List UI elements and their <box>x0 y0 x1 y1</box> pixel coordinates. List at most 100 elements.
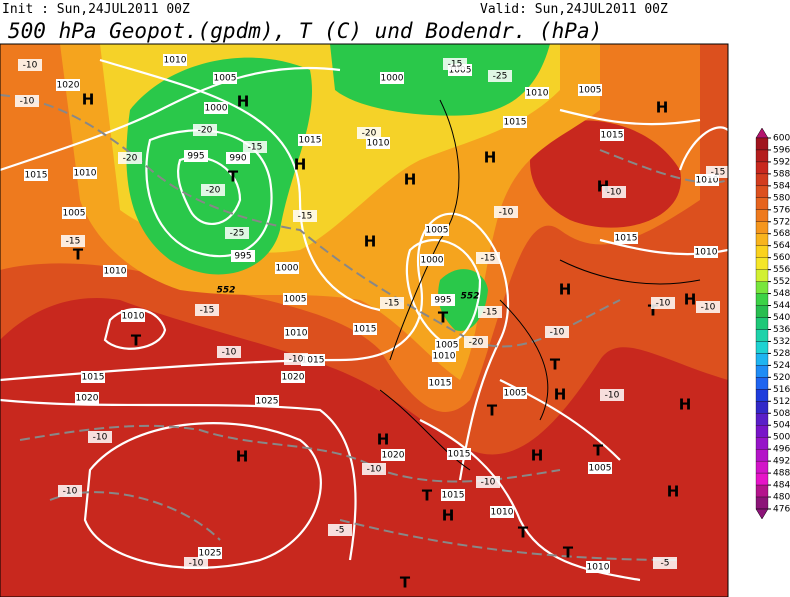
isobar-label-box <box>380 72 404 84</box>
isobar-label-box <box>503 116 527 128</box>
colorbar-label: 592 <box>773 157 790 167</box>
isobar-label-box <box>428 377 452 389</box>
colorbar-label: 556 <box>773 265 790 275</box>
isobar-label: 1005 <box>436 341 459 351</box>
colorbar-band <box>755 209 769 222</box>
temperature-label-box <box>494 206 518 218</box>
temperature-label-box <box>478 306 502 318</box>
colorbar-label: 496 <box>773 445 790 455</box>
isobar-label: 1015 <box>354 325 377 335</box>
isobar-label: 1005 <box>63 209 86 219</box>
colorbar-label: 536 <box>773 325 790 335</box>
colorbar-label: 576 <box>773 205 790 215</box>
colorbar-label: 560 <box>773 253 790 263</box>
isobar-label-box <box>281 371 305 383</box>
temperature-label: -10 <box>605 391 620 401</box>
isobar-label-box <box>353 323 377 335</box>
pressure-center: T <box>438 309 449 327</box>
isobar-label: 1005 <box>449 66 472 76</box>
colorbar-band <box>755 173 769 187</box>
colorbar-label: 552 <box>773 277 790 287</box>
temperature-label-box <box>61 235 85 247</box>
temperature-label: -10 <box>656 299 671 309</box>
colorbar-bottom-arrow <box>755 508 769 520</box>
temperature-label: -10 <box>222 348 237 358</box>
pressure-center: T <box>73 246 84 264</box>
isobar-label: 1015 <box>504 118 527 128</box>
isobar-label-box <box>24 169 48 181</box>
isobar-label: 1000 <box>421 256 444 266</box>
colorbar-band <box>755 401 769 414</box>
colorbar-top-arrow <box>755 127 769 139</box>
isobar-label: 1005 <box>426 226 449 236</box>
temperature-label: -10 <box>189 559 204 569</box>
temperature-label-box <box>201 184 225 196</box>
isobar-label: 1010 <box>696 176 719 186</box>
colorbar-band <box>755 293 769 306</box>
colorbar-band <box>755 389 769 402</box>
temperature-label: -10 <box>499 208 514 218</box>
pressure-center: H <box>679 396 692 414</box>
isobar-label: 990 <box>229 154 246 164</box>
isobar-label: 1020 <box>382 451 405 461</box>
colorbar-band <box>755 341 769 354</box>
colorbar-band <box>755 317 769 330</box>
pressure-center: H <box>484 149 497 167</box>
temperature-label-box <box>225 227 249 239</box>
isobar-label-box <box>694 246 718 258</box>
temperature-label-box <box>545 326 569 338</box>
isobar-label: 1015 <box>442 491 465 501</box>
isobar-label-box <box>275 262 299 274</box>
temperature-label-box <box>380 297 404 309</box>
temperature-label: -20 <box>198 126 213 136</box>
pressure-center: H <box>364 233 377 251</box>
isobar-label: 1010 <box>74 169 97 179</box>
colorbar-label: 480 <box>773 493 790 503</box>
pressure-center: T <box>648 302 659 320</box>
temperature-label-box <box>284 353 308 365</box>
colorbar-label: 544 <box>773 301 790 311</box>
isobar-label-box <box>441 489 465 501</box>
colorbar-band <box>755 269 769 282</box>
colorbar-band <box>755 161 769 175</box>
temperature-label: -10 <box>481 478 496 488</box>
isobar-label-box <box>298 134 322 146</box>
isobar-label-box <box>586 561 610 573</box>
colorbar-label: 516 <box>773 385 790 395</box>
temperature-label: -5 <box>336 526 345 536</box>
temperature-label-box <box>184 557 208 569</box>
isobar-label-box <box>490 506 514 518</box>
pressure-center: T <box>131 332 142 350</box>
colorbar-band <box>755 281 769 294</box>
map-title: 500 hPa Geopot.(gpdm), T (C) und Bodendr… <box>8 19 602 43</box>
isobar-label: 1015 <box>601 131 624 141</box>
colorbar-band <box>755 377 769 390</box>
temperature-label: -25 <box>230 229 245 239</box>
colorbar-band <box>755 185 769 198</box>
colorbar-label: 524 <box>773 361 790 371</box>
temperature-label: -15 <box>711 168 726 178</box>
temperature-label-box <box>362 463 386 475</box>
colorbar-label: 532 <box>773 337 790 347</box>
temperature-label: -15 <box>248 143 263 153</box>
isobar-label-box <box>381 449 405 461</box>
temperature-label-box <box>653 557 677 569</box>
isobar-label: 1015 <box>615 234 638 244</box>
temperature-label-box <box>243 141 267 153</box>
isobar-label: 1005 <box>214 74 237 84</box>
isobar-label: 1010 <box>367 139 390 149</box>
pressure-center: H <box>554 386 567 404</box>
isobar-label-box <box>432 350 456 362</box>
colorbar-band <box>755 413 769 426</box>
isobar-label: 1015 <box>82 373 105 383</box>
isobar-label: 995 <box>187 152 204 162</box>
colorbar-label: 508 <box>773 409 790 419</box>
temperature-label: -15 <box>200 306 215 316</box>
colorbar-label: 476 <box>773 505 790 515</box>
valid-time: Valid: Sun,24JUL2011 00Z <box>480 2 668 17</box>
isobar-label-box <box>204 102 228 114</box>
pressure-center: H <box>377 431 390 449</box>
temperature-label: -15 <box>385 299 400 309</box>
isobar-label: 1005 <box>284 295 307 305</box>
